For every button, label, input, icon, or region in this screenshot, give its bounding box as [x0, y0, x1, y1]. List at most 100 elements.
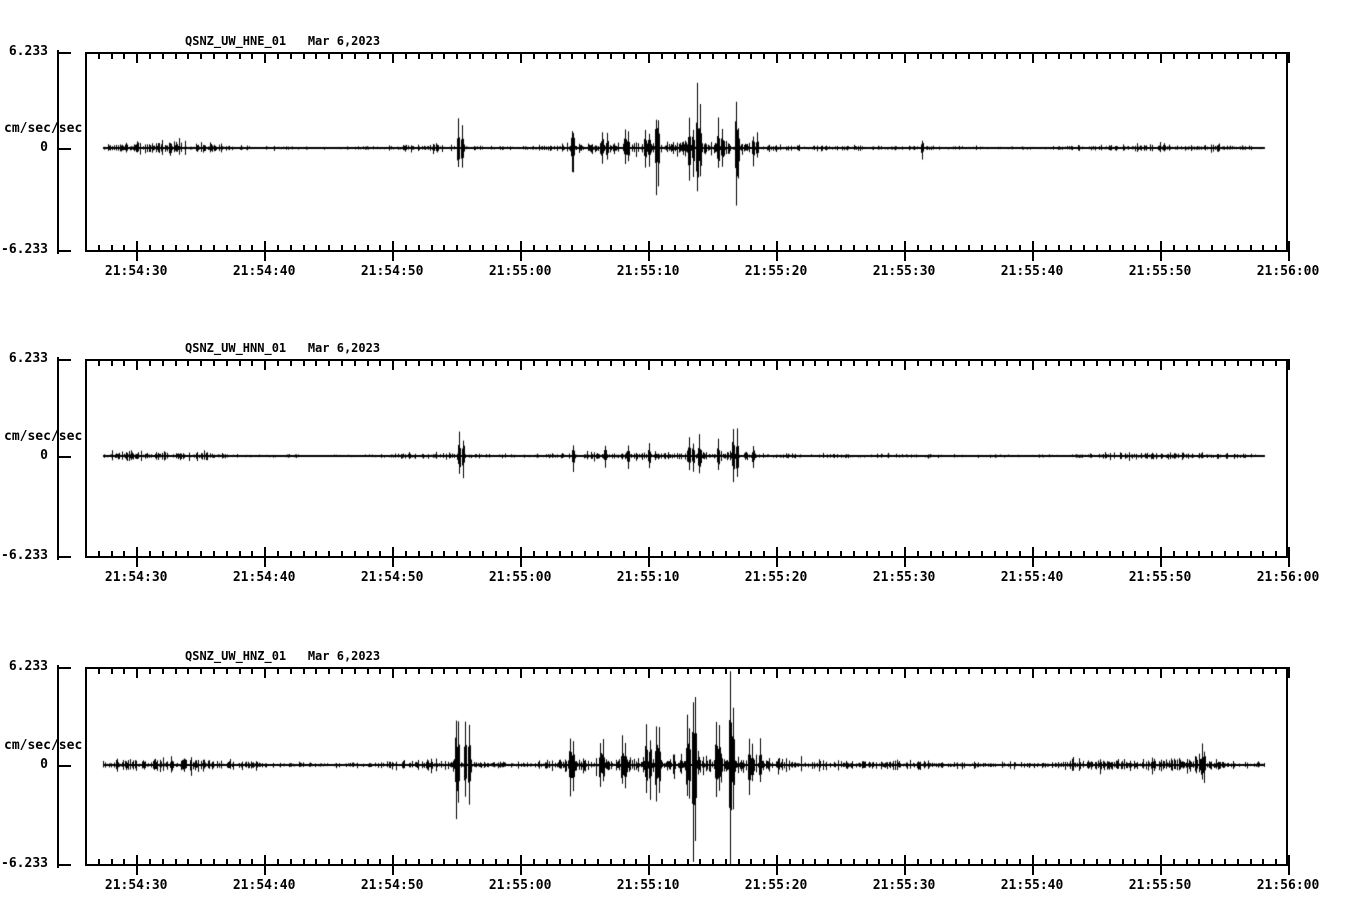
x-major-tick-outer	[648, 866, 650, 875]
x-major-tick-outer	[1160, 558, 1162, 567]
x-tick-label: 21:55:20	[744, 878, 808, 893]
zero-tick	[57, 765, 71, 767]
x-major-tick-top	[1288, 359, 1290, 370]
x-tick-label: 21:54:50	[360, 570, 424, 585]
x-tick-label: 21:55:50	[1128, 570, 1192, 585]
panel-title: QSNZ_UW_HNN_01 Mar 6,2023	[185, 341, 381, 355]
y-top-label: 6.233	[8, 351, 48, 366]
y-zero-label: 0	[40, 140, 48, 155]
x-minor-tick-bottom	[85, 551, 87, 558]
x-tick-label: 21:56:00	[1256, 878, 1320, 893]
x-tick-label: 21:55:10	[616, 264, 680, 279]
zero-tick	[57, 456, 71, 458]
x-major-tick-outer	[264, 558, 266, 567]
x-major-tick-outer	[1288, 866, 1290, 875]
x-minor-tick-bottom	[85, 245, 87, 252]
x-tick-label: 21:55:50	[1128, 878, 1192, 893]
x-major-tick-outer	[1160, 252, 1162, 261]
x-minor-tick-bottom	[85, 859, 87, 866]
x-major-tick-outer	[776, 866, 778, 875]
panel-title: QSNZ_UW_HNE_01 Mar 6,2023	[185, 34, 381, 48]
x-major-tick-outer	[136, 866, 138, 875]
x-tick-label: 21:54:30	[104, 878, 168, 893]
waveform-trace	[87, 54, 1286, 250]
top-tick	[57, 667, 71, 669]
x-major-tick-outer	[392, 558, 394, 567]
x-major-tick-outer	[264, 252, 266, 261]
y-units-label: cm/sec/sec	[4, 738, 83, 753]
x-major-tick-outer	[1288, 558, 1290, 567]
x-tick-label: 21:54:40	[232, 570, 296, 585]
x-tick-label: 21:55:40	[1000, 264, 1064, 279]
x-major-tick-top	[1288, 667, 1290, 678]
x-tick-label: 21:54:30	[104, 264, 168, 279]
x-major-tick-bottom	[1288, 855, 1290, 866]
x-tick-label: 21:54:50	[360, 264, 424, 279]
x-major-tick-outer	[1160, 866, 1162, 875]
y-axis-line	[57, 357, 59, 560]
x-major-tick-outer	[904, 558, 906, 567]
top-tick	[57, 359, 71, 361]
x-tick-label: 21:56:00	[1256, 570, 1320, 585]
x-major-tick-outer	[648, 252, 650, 261]
x-major-tick-outer	[392, 866, 394, 875]
x-tick-label: 21:55:20	[744, 570, 808, 585]
y-units-label: cm/sec/sec	[4, 429, 83, 444]
x-major-tick-outer	[648, 558, 650, 567]
waveform-trace	[87, 669, 1286, 864]
x-major-tick-bottom	[1288, 547, 1290, 558]
x-major-tick-outer	[776, 252, 778, 261]
x-tick-label: 21:54:40	[232, 878, 296, 893]
x-major-tick-top	[1288, 52, 1290, 63]
y-zero-label: 0	[40, 448, 48, 463]
x-major-tick-outer	[520, 558, 522, 567]
x-tick-label: 21:55:30	[872, 570, 936, 585]
x-major-tick-bottom	[1288, 241, 1290, 252]
x-major-tick-outer	[136, 558, 138, 567]
x-minor-tick-top	[85, 667, 87, 674]
x-tick-label: 21:55:00	[488, 570, 552, 585]
panel-title: QSNZ_UW_HNZ_01 Mar 6,2023	[185, 649, 381, 663]
y-zero-label: 0	[40, 757, 48, 772]
x-minor-tick-top	[85, 52, 87, 59]
y-axis-line	[57, 50, 59, 254]
top-tick	[57, 52, 71, 54]
y-bot-label: -6.233	[1, 548, 48, 563]
y-bot-label: -6.233	[1, 856, 48, 871]
y-units-label: cm/sec/sec	[4, 121, 83, 136]
x-major-tick-outer	[904, 252, 906, 261]
x-major-tick-outer	[264, 866, 266, 875]
x-major-tick-outer	[776, 558, 778, 567]
x-major-tick-outer	[904, 866, 906, 875]
y-top-label: 6.233	[8, 659, 48, 674]
x-tick-label: 21:55:30	[872, 264, 936, 279]
bot-tick	[57, 250, 71, 252]
bot-tick	[57, 556, 71, 558]
x-tick-label: 21:55:10	[616, 878, 680, 893]
x-major-tick-outer	[520, 866, 522, 875]
x-tick-label: 21:54:50	[360, 878, 424, 893]
x-tick-label: 21:55:00	[488, 264, 552, 279]
x-tick-label: 21:55:30	[872, 878, 936, 893]
bot-tick	[57, 864, 71, 866]
y-top-label: 6.233	[8, 44, 48, 59]
x-major-tick-outer	[520, 252, 522, 261]
x-major-tick-outer	[1032, 866, 1034, 875]
x-tick-label: 21:55:10	[616, 570, 680, 585]
x-major-tick-outer	[1288, 252, 1290, 261]
zero-tick	[57, 148, 71, 150]
x-major-tick-outer	[392, 252, 394, 261]
x-tick-label: 21:54:40	[232, 264, 296, 279]
x-tick-label: 21:55:00	[488, 878, 552, 893]
x-major-tick-outer	[136, 252, 138, 261]
x-tick-label: 21:55:40	[1000, 878, 1064, 893]
x-tick-label: 21:55:20	[744, 264, 808, 279]
x-major-tick-outer	[1032, 558, 1034, 567]
x-major-tick-outer	[1032, 252, 1034, 261]
x-tick-label: 21:55:40	[1000, 570, 1064, 585]
y-bot-label: -6.233	[1, 242, 48, 257]
x-tick-label: 21:55:50	[1128, 264, 1192, 279]
x-tick-label: 21:54:30	[104, 570, 168, 585]
x-minor-tick-top	[85, 359, 87, 366]
